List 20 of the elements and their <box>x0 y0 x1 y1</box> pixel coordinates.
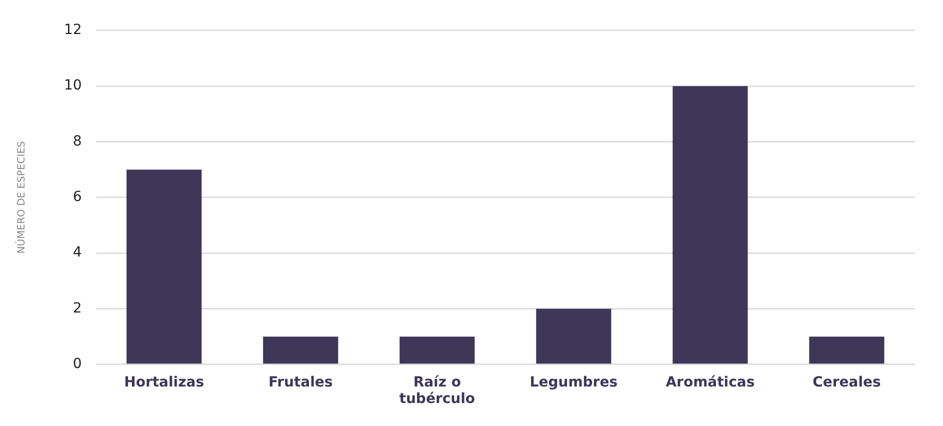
bar <box>126 170 202 364</box>
y-tick-label: 8 <box>72 133 82 150</box>
bar <box>263 336 338 364</box>
x-tick-label: Raíz o tubérculo <box>399 374 476 408</box>
bar <box>536 308 612 364</box>
x-tick-label: Legumbres <box>530 374 618 390</box>
y-tick-label: 4 <box>72 244 82 261</box>
x-tick-label: Cereales <box>812 374 881 390</box>
x-tick-label: Aromáticas <box>666 374 755 390</box>
y-tick-label: 2 <box>72 300 82 316</box>
x-tick-label: Hortalizas <box>124 374 204 390</box>
bar <box>672 86 748 364</box>
y-tick-label: 10 <box>64 78 82 94</box>
y-tick-label: 0 <box>72 356 82 372</box>
y-tick-label: 12 <box>64 22 82 38</box>
bar <box>400 336 475 364</box>
bar <box>809 336 884 364</box>
y-axis-title: NÚMERO DE ESPECIES <box>14 141 28 254</box>
y-tick-label: 6 <box>72 189 82 206</box>
x-tick-label: Frutales <box>268 374 333 390</box>
